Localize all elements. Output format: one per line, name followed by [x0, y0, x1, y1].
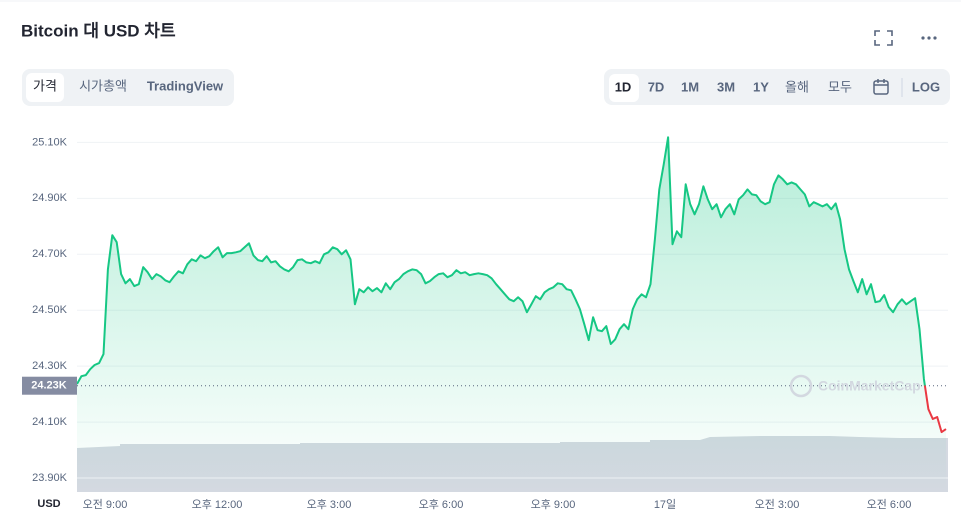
x-tick-label: 오전 3:00 [755, 498, 800, 511]
x-tick-label: 오후 3:00 [307, 498, 352, 511]
x-tick-label: 오전 9:00 [83, 498, 128, 511]
area-fill [77, 137, 946, 493]
tab[interactable]: TradingView [147, 78, 224, 93]
y-tick-label: 24.10K [32, 416, 68, 428]
chart-title: Bitcoin 대 USD 차트 [21, 21, 176, 40]
y-tick-label: 23.90K [32, 472, 68, 484]
x-tick-label: 오후 6:00 [419, 498, 464, 511]
currency-label: USD [37, 498, 60, 510]
more-icon[interactable] [921, 36, 937, 40]
log-button[interactable]: LOG [912, 79, 940, 94]
range-button[interactable]: 3M [717, 79, 735, 94]
range-button[interactable]: 7D [648, 79, 665, 94]
watermark-logo [789, 374, 813, 398]
x-tick-label: 17일 [654, 497, 676, 511]
x-tick-label: 오후 12:00 [192, 498, 243, 511]
range-button[interactable]: 1M [681, 79, 699, 94]
tab[interactable]: 가격 [33, 78, 57, 93]
tab-selected-bg [26, 73, 64, 102]
fullscreen-icon[interactable] [874, 30, 893, 46]
y-tick-label: 24.50K [32, 304, 68, 316]
y-tick-label: 24.70K [32, 248, 68, 260]
range-button[interactable]: 모두 [828, 79, 852, 94]
y-tick-label: 24.30K [32, 360, 68, 372]
range-button[interactable]: 1Y [753, 79, 769, 94]
calendar-icon[interactable] [873, 79, 889, 95]
x-tick-label: 오전 6:00 [867, 498, 912, 511]
x-tick-label: 오후 9:00 [531, 498, 576, 511]
range-selected-bg [609, 74, 639, 102]
watermark: CoinMarketCap [818, 378, 921, 394]
price-line [76, 136, 947, 434]
range-bar [604, 69, 950, 105]
tab[interactable]: 시가총액 [79, 78, 127, 93]
range-button[interactable]: 1D [615, 79, 632, 94]
y-tick-label: 24.90K [32, 192, 68, 204]
reference-label-bg [22, 376, 77, 395]
reference-label: 24.23K [31, 380, 67, 392]
range-button[interactable]: 올해 [785, 79, 809, 94]
y-tick-label: 25.10K [32, 136, 68, 148]
tab-bar [22, 69, 234, 106]
plot [76, 136, 948, 493]
